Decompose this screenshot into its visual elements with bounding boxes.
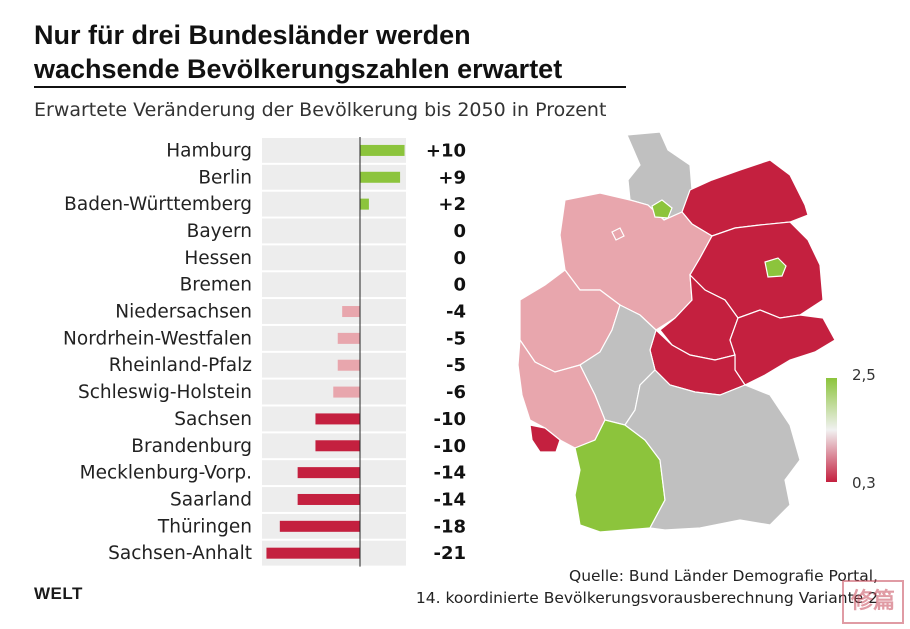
bar xyxy=(333,386,360,398)
bar xyxy=(337,332,360,344)
bar xyxy=(337,359,360,371)
map-region-bremen xyxy=(611,227,625,241)
bar-row-background xyxy=(262,325,406,351)
bar xyxy=(315,440,360,452)
category-label: Nordrhein-Westfalen xyxy=(63,328,252,349)
category-label: Bremen xyxy=(180,275,252,296)
value-label: -18 xyxy=(433,516,466,537)
map-region-saarland xyxy=(529,424,561,453)
category-label: Thüringen xyxy=(157,516,252,537)
bar xyxy=(360,171,401,183)
map-legend xyxy=(826,378,837,482)
bar-row-background xyxy=(262,352,406,378)
bar xyxy=(297,467,360,479)
map-legend-min-label: 0,3 xyxy=(852,474,876,492)
watermark-stamp: 修篇 xyxy=(842,580,904,624)
category-label: Bayern xyxy=(187,221,252,242)
bar xyxy=(266,547,360,559)
category-label: Mecklenburg-Vorp. xyxy=(80,463,252,484)
map-region-hamburg xyxy=(651,199,673,219)
bar-row-background xyxy=(262,191,406,217)
bar-chart: Hamburg +10 Berlin +9 Baden-Württemberg +2 Bay… xyxy=(63,137,466,567)
category-label: Brandenburg xyxy=(131,436,252,457)
bar xyxy=(360,144,405,156)
value-label: -10 xyxy=(433,436,466,457)
bar-row-background xyxy=(262,245,406,271)
map-legend-scale xyxy=(826,378,837,482)
value-label: -5 xyxy=(446,355,466,376)
value-label: -6 xyxy=(446,382,466,403)
bar-row-background xyxy=(262,218,406,244)
map-region-bayern xyxy=(624,369,801,531)
source-line-1: Quelle: Bund Länder Demografie Portal, xyxy=(569,567,878,585)
category-label: Hamburg xyxy=(166,140,252,161)
bar-row-background xyxy=(262,272,406,298)
value-label: -4 xyxy=(446,302,466,323)
bar xyxy=(297,493,360,505)
value-label: +2 xyxy=(438,194,466,215)
germany-map xyxy=(517,131,836,533)
value-label: +10 xyxy=(426,140,466,161)
category-label: Rheinland-Pfalz xyxy=(109,355,252,376)
title-line-1: Nur für drei Bundesländer werden xyxy=(34,20,471,50)
bar-row-background xyxy=(262,299,406,324)
source-note: Quelle: Bund Länder Demografie Portal, 1… xyxy=(416,565,878,609)
title-underline xyxy=(34,86,626,88)
bar xyxy=(315,413,360,425)
map-region-berlin xyxy=(764,257,787,278)
category-label: Berlin xyxy=(198,167,252,188)
category-label: Sachsen-Anhalt xyxy=(108,543,252,564)
category-label: Saarland xyxy=(170,489,252,510)
chart-subtitle: Erwartete Veränderung der Bevölkerung bi… xyxy=(34,99,607,121)
category-label: Hessen xyxy=(184,248,252,269)
value-label: 0 xyxy=(453,221,466,242)
chart-title: Nur für drei Bundesländer werden wachsen… xyxy=(34,18,562,86)
welt-logo: WELT xyxy=(34,584,83,603)
value-label: 0 xyxy=(453,248,466,269)
category-label: Schleswig-Holstein xyxy=(78,382,252,403)
map-region-sachsen xyxy=(729,309,836,386)
source-line-2: 14. koordinierte Bevölkerungsvorausberec… xyxy=(415,589,878,607)
map-legend-max-label: 2,5 xyxy=(852,366,876,384)
value-label: -14 xyxy=(433,463,466,484)
bar xyxy=(279,520,360,532)
value-label: -21 xyxy=(433,543,466,564)
value-label: -5 xyxy=(446,328,466,349)
category-label: Sachsen xyxy=(174,409,252,430)
category-label: Niedersachsen xyxy=(115,302,252,323)
title-line-2: wachsende Bevölkerungszahlen erwartet xyxy=(34,54,563,84)
value-label: -14 xyxy=(433,489,466,510)
bar xyxy=(360,198,369,210)
value-label: 0 xyxy=(453,275,466,296)
bar xyxy=(342,306,360,318)
category-label: Baden-Württemberg xyxy=(64,194,252,215)
value-label: -10 xyxy=(433,409,466,430)
value-label: +9 xyxy=(438,167,466,188)
